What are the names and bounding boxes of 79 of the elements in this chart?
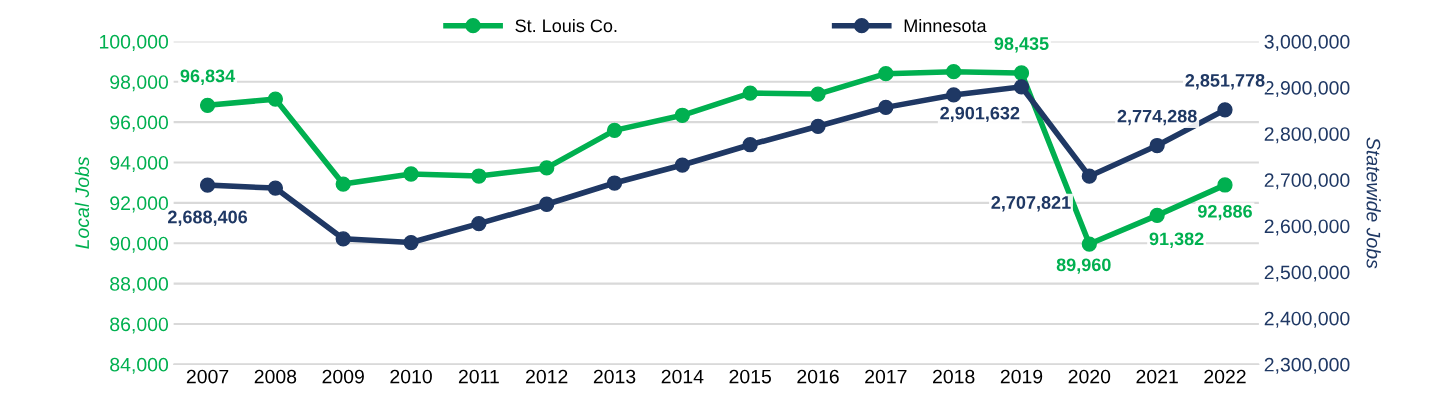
- point: [1149, 207, 1165, 223]
- x-tick-label: 2014: [661, 369, 704, 384]
- point: [539, 196, 555, 212]
- data-label: 98,435: [994, 37, 1049, 53]
- x-tick-label: 2018: [933, 369, 975, 384]
- legend-label: St. Louis Co.: [515, 18, 617, 33]
- data-label: 2,901,632: [940, 106, 1020, 123]
- point: [539, 160, 555, 176]
- point: [606, 175, 623, 191]
- y-tick-label: 92,000: [110, 196, 169, 213]
- y2-tick-label: 2,300,000: [1264, 357, 1350, 374]
- y2-tick-label: 2,800,000: [1264, 127, 1350, 144]
- point: [946, 87, 962, 103]
- data-label: 91,382: [1149, 232, 1204, 248]
- y-tick-label: 86,000: [110, 317, 169, 334]
- x-tick-label: 2007: [186, 369, 229, 384]
- point: [810, 86, 826, 102]
- point: [1149, 137, 1165, 154]
- point: [335, 176, 351, 192]
- x-tick-label: 2008: [254, 369, 297, 384]
- point: [471, 215, 487, 232]
- point: [1081, 236, 1097, 252]
- x-tick-label: 2013: [593, 369, 636, 384]
- point: [1013, 65, 1030, 81]
- x-tick-label: 2021: [1136, 369, 1178, 384]
- x-tick-label: 2011: [458, 369, 499, 384]
- point: [1217, 177, 1233, 193]
- y-tick-label: 96,000: [110, 115, 169, 132]
- point: [810, 118, 826, 134]
- data-label: 2,851,778: [1185, 73, 1265, 90]
- data-label: 2,707,821: [991, 196, 1071, 212]
- x-tick-label: 2016: [797, 369, 839, 384]
- y2-tick-label: 3,000,000: [1264, 34, 1350, 51]
- point: [674, 157, 690, 173]
- x-tick-label: 2020: [1068, 369, 1111, 384]
- point: [1013, 79, 1030, 95]
- data-label: 2,688,406: [168, 210, 248, 227]
- data-label: 92,886: [1197, 204, 1252, 221]
- data-label: 2,774,288: [1117, 109, 1197, 126]
- point: [471, 168, 487, 184]
- point: [267, 91, 284, 107]
- point: [878, 66, 894, 82]
- point: [335, 231, 351, 247]
- x-tick-label: 2017: [865, 369, 907, 384]
- point: [742, 137, 758, 153]
- y-tick-label: 90,000: [110, 236, 169, 253]
- y-tick-label: 98,000: [110, 75, 169, 92]
- point: [674, 107, 690, 123]
- point: [606, 122, 623, 139]
- point: [267, 180, 284, 196]
- point: [946, 64, 962, 80]
- y2-tick-label: 2,900,000: [1264, 81, 1350, 98]
- point: [1081, 168, 1097, 184]
- x-tick-label: 2022: [1204, 369, 1246, 384]
- y2-tick-label: 2,400,000: [1264, 311, 1350, 328]
- point: [199, 177, 216, 193]
- y-tick-label: 88,000: [110, 277, 169, 294]
- point: [878, 99, 894, 116]
- point: [403, 234, 419, 251]
- y-tick-label: 94,000: [110, 155, 169, 173]
- point: [742, 85, 758, 101]
- point: [1217, 102, 1233, 118]
- x-tick-label: 2010: [390, 369, 432, 384]
- y-tick-label: 84,000: [110, 357, 169, 374]
- x-tick-label: 2009: [322, 369, 364, 384]
- data-label: 89,960: [1056, 258, 1111, 274]
- y-axis-title: Local Jobs: [74, 156, 90, 249]
- y2-axis-title: Statewide Jobs: [1366, 137, 1381, 269]
- y2-tick-label: 2,700,000: [1264, 173, 1350, 190]
- legend-label: Minnesota: [904, 18, 987, 33]
- point: [199, 97, 216, 113]
- x-tick-label: 2019: [1000, 369, 1043, 384]
- x-tick-label: 2015: [729, 369, 771, 384]
- y-tick-label: 100,000: [99, 34, 169, 51]
- y2-tick-label: 2,500,000: [1264, 265, 1350, 282]
- y2-tick-label: 2,600,000: [1264, 219, 1350, 236]
- x-tick-label: 2012: [526, 369, 568, 384]
- data-label: 96,834: [180, 69, 236, 85]
- point: [403, 166, 419, 182]
